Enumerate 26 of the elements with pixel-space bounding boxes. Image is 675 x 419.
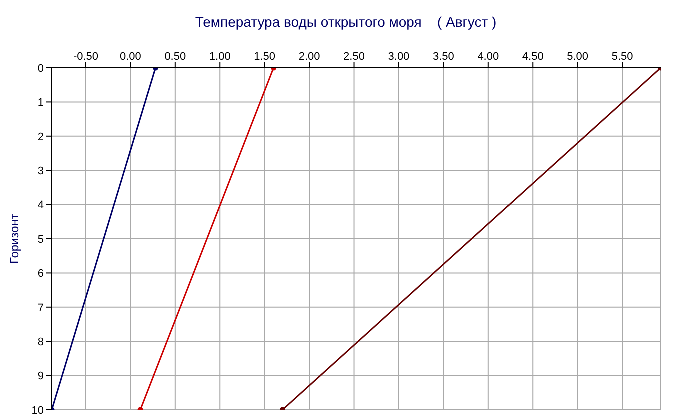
x-tick-label: 1.50 bbox=[254, 51, 276, 63]
y-tick-label: 9 bbox=[38, 370, 44, 383]
x-tick-label: 2.00 bbox=[298, 51, 320, 63]
x-tick-label: 4.50 bbox=[522, 51, 544, 63]
y-tick-label: 2 bbox=[38, 131, 44, 144]
y-tick-label: 10 bbox=[32, 404, 44, 417]
chart-title: Температура воды открытого моря ( Август ) bbox=[194, 14, 498, 30]
y-tick-label: 5 bbox=[38, 234, 44, 246]
y-tick-label: 0 bbox=[38, 62, 44, 75]
y-tick-label: 4 bbox=[38, 200, 44, 212]
x-tick-label: 4.00 bbox=[478, 51, 500, 63]
x-tick-label: 3.50 bbox=[432, 51, 454, 63]
y-tick-label: 6 bbox=[38, 268, 44, 280]
y-tick-label: 8 bbox=[38, 336, 44, 349]
y-tick-label: 3 bbox=[38, 166, 44, 178]
y-tick-label: 1 bbox=[38, 97, 44, 110]
x-tick-label: 3.00 bbox=[388, 51, 410, 63]
x-tick-label: 0.00 bbox=[120, 51, 142, 63]
x-tick-label: 2.50 bbox=[344, 51, 365, 63]
y-axis-title: Горизонт bbox=[7, 214, 22, 264]
x-tick-label: 1.00 bbox=[209, 51, 231, 63]
x-tick-label: 0.50 bbox=[164, 51, 186, 63]
y-tick-label: 7 bbox=[38, 302, 44, 314]
x-tick-label: -0.50 bbox=[73, 51, 99, 63]
x-tick-label: 5.00 bbox=[567, 51, 589, 63]
x-tick-label: 5.50 bbox=[612, 51, 634, 63]
